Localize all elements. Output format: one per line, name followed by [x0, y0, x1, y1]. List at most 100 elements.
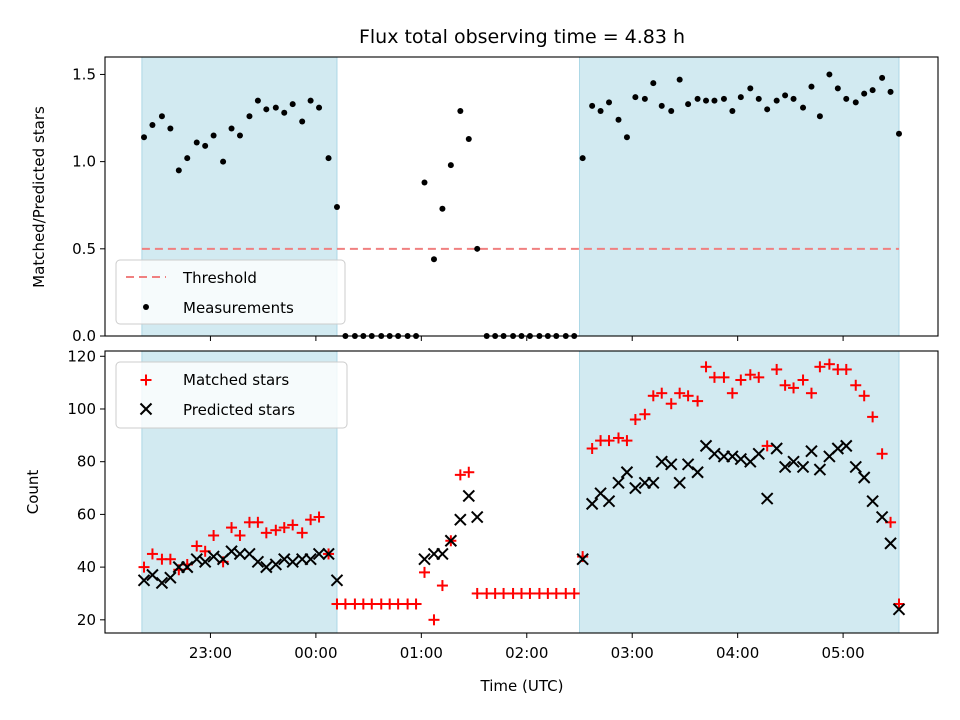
matched-star-point — [639, 408, 651, 420]
measurement-point — [623, 134, 630, 141]
chart-title: Flux total observing time = 4.83 h — [359, 26, 685, 48]
predicted-star-point — [164, 571, 177, 584]
top-y-tick-label: 1.5 — [72, 65, 96, 83]
predicted-star-point — [286, 555, 299, 569]
measurement-point — [826, 71, 833, 78]
measurement-point — [272, 104, 279, 111]
predicted-star-point — [155, 576, 169, 590]
matched-star-point — [278, 522, 290, 534]
predicted-star-point — [752, 447, 765, 460]
predicted-star-point — [269, 558, 283, 571]
measurement-point — [676, 76, 683, 83]
predicted-star-point — [444, 534, 458, 547]
predicted-star-point — [312, 547, 326, 561]
matched-star-point — [463, 466, 475, 478]
legend-predicted-swatch — [139, 402, 153, 416]
measurement-point — [895, 130, 902, 137]
matched-star-point — [146, 548, 158, 560]
predicted-star-point — [471, 510, 484, 524]
matched-star-point — [287, 519, 299, 531]
measurement-point — [668, 108, 675, 115]
matched-star-point — [867, 411, 879, 423]
predicted-star-point — [198, 555, 212, 569]
matched-star-point — [234, 529, 246, 541]
matched-star-point — [771, 363, 783, 375]
matched-star-point — [586, 443, 598, 455]
measurement-point — [193, 139, 200, 146]
predicted-star-point — [576, 552, 589, 566]
measurement-point — [834, 85, 841, 92]
matched-star-point — [858, 390, 870, 402]
measurement-point — [782, 92, 789, 99]
predicted-star-point — [146, 568, 159, 582]
measurement-point — [246, 113, 253, 120]
matched-star-point — [779, 379, 791, 391]
predicted-star-point — [260, 560, 273, 574]
predicted-star-point — [884, 537, 897, 550]
predicted-star-point — [665, 458, 678, 471]
bottom-y-tick-label: 80 — [77, 453, 96, 471]
predicted-star-point — [304, 552, 317, 566]
predicted-star-point — [778, 460, 792, 474]
measurement-point — [263, 106, 270, 113]
matched-star-point — [428, 614, 440, 626]
top-y-tick-label: 0.5 — [72, 240, 96, 258]
matched-star-point — [761, 440, 773, 452]
measurement-point — [685, 101, 692, 108]
x-tick-label: 04:00 — [716, 644, 759, 662]
matched-star-point — [708, 371, 720, 383]
matched-star-point — [726, 387, 738, 399]
measurement-point — [816, 113, 823, 120]
matched-star-point — [665, 398, 677, 410]
bottom-y-tick-label: 120 — [67, 347, 96, 365]
predicted-star-point — [813, 463, 827, 476]
matched-star-point — [603, 435, 615, 447]
legend-threshold-label: Threshold — [182, 269, 257, 287]
x-tick-label: 00:00 — [294, 644, 337, 662]
measurement-point — [887, 88, 894, 95]
matched-star-point — [814, 361, 826, 373]
measurement-point — [289, 101, 296, 108]
measurement-point — [141, 134, 148, 141]
matched-star-point — [550, 587, 562, 599]
measurement-point — [606, 99, 613, 106]
measurement-point — [711, 97, 718, 104]
measurement-point — [703, 97, 710, 104]
matched-star-point — [656, 387, 668, 399]
top-axes-frame — [104, 56, 939, 337]
measurement-point — [333, 203, 340, 210]
measurement-point — [790, 95, 797, 102]
measurement-point — [641, 95, 648, 102]
matched-star-point — [850, 379, 862, 391]
matched-star-point — [797, 374, 809, 386]
matched-star-point — [418, 566, 430, 578]
x-tick-label: 01:00 — [400, 644, 443, 662]
predicted-star-point — [612, 476, 625, 489]
predicted-star-point — [726, 450, 739, 463]
predicted-star-point — [760, 492, 774, 505]
measurement-point — [299, 118, 306, 125]
measurement-point — [747, 85, 754, 92]
legend-matched-label: Matched stars — [183, 371, 289, 389]
x-tick-label: 02:00 — [505, 644, 548, 662]
predicted-star-point — [857, 471, 871, 484]
predicted-star-point — [454, 513, 467, 526]
measurement-point — [457, 108, 464, 115]
measurement-point — [729, 108, 736, 115]
predicted-star-point — [681, 458, 695, 471]
bottom-y-tick-label: 60 — [77, 505, 96, 523]
predicted-star-point — [330, 574, 344, 587]
matched-star-point — [823, 358, 835, 370]
legend-predicted-label: Predicted stars — [183, 401, 295, 419]
matched-star-point — [876, 448, 888, 460]
top-y-axis-label: Matched/Predicted stars — [30, 106, 48, 288]
bottom-y-axis-label: Count — [24, 470, 42, 515]
matched-star-point — [260, 527, 272, 539]
measurement-point — [764, 106, 771, 113]
measurement-point — [808, 83, 815, 90]
predicted-star-point — [831, 442, 845, 455]
predicted-star-point — [629, 481, 642, 495]
measurement-point — [325, 155, 332, 162]
bottom-panel: 20 40 60 80 100 120 23:00 00:00 01:00 02:00 03:00 0… — [67, 347, 939, 662]
predicted-star-point — [322, 547, 335, 561]
